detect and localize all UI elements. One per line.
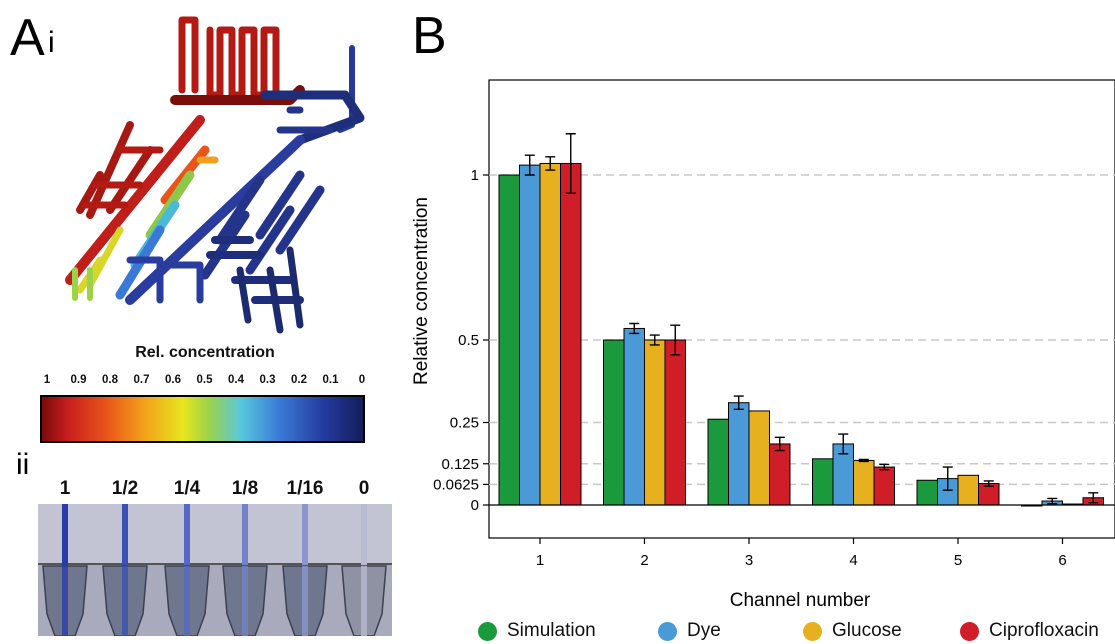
y-tick-label: 0.5: [458, 332, 479, 349]
error-bar: [1088, 492, 1099, 504]
bar-glucose-ch3: [748, 410, 770, 506]
bar-glucose-ch2: [644, 339, 666, 506]
legend-item: Ciprofloxacin: [960, 620, 1099, 642]
device-photo: [38, 504, 392, 636]
colorbar-title: Rel. concentration: [135, 344, 275, 361]
panel-label-b: B: [412, 7, 447, 65]
photo-reservoir-fill: [361, 566, 367, 636]
error-bar: [1047, 497, 1058, 505]
legend-label: Simulation: [507, 620, 596, 641]
bar-glucose-ch5: [957, 474, 979, 506]
bar-ciprofloxacin-ch4: [873, 466, 895, 506]
colorbar-tick-label: 0: [358, 374, 366, 386]
bar-simulation-ch1: [498, 174, 520, 506]
bar-simulation-ch2: [603, 339, 625, 506]
bar-dye-ch3: [728, 402, 750, 506]
error-bar: [629, 322, 640, 335]
photo-reservoir-fill: [184, 566, 190, 636]
error-bar: [942, 466, 953, 491]
colorbar-tick-label: 0.2: [291, 374, 307, 386]
colorbar-tick-label: 0.9: [70, 374, 87, 386]
error-bar: [733, 395, 744, 410]
error-bar: [670, 324, 681, 356]
photo-channel-stream: [361, 504, 367, 579]
colorbar: [40, 395, 365, 443]
dilution-label: 1: [59, 478, 71, 499]
y-tick-label: 0.0625: [433, 476, 479, 493]
photo-channel-stream: [302, 504, 308, 579]
legend-marker: [960, 621, 979, 641]
legend-item: Glucose: [803, 620, 902, 642]
bar-glucose-ch4: [853, 459, 875, 506]
error-bar: [649, 334, 660, 346]
photo-reservoir-fill: [302, 566, 308, 636]
panel-label-a: A: [10, 9, 45, 67]
y-tick-label: 0.25: [450, 415, 479, 432]
panel-label-a-ii: ii: [16, 448, 30, 481]
legend-marker: [478, 621, 497, 641]
plot-frame: [488, 79, 1115, 539]
colorbar-tick-label: 0.5: [196, 374, 213, 386]
x-tick-label: 4: [849, 552, 857, 569]
photo-channel-stream: [62, 504, 68, 579]
photo-reservoir-fill: [242, 566, 248, 636]
error-bar: [879, 463, 890, 471]
error-bar: [545, 156, 556, 171]
y-axis-label: Relative concentration: [411, 197, 432, 385]
error-bar: [858, 458, 869, 463]
y-tick-label: 0: [471, 497, 479, 514]
legend-label: Ciprofloxacin: [989, 620, 1099, 641]
x-tick-label: 3: [745, 552, 753, 569]
colorbar-tick-label: 0.4: [228, 374, 244, 386]
error-bar: [838, 433, 849, 455]
dilution-label: 1/4: [173, 478, 201, 499]
photo-channel-stream: [184, 504, 190, 579]
photo-channel-stream: [242, 504, 248, 579]
legend-item: Simulation: [478, 620, 596, 642]
photo-channel-stream: [122, 504, 128, 579]
error-bar: [983, 480, 994, 487]
legend-label: Dye: [687, 620, 721, 641]
bar-dye-ch1: [519, 164, 541, 506]
bar-ciprofloxacin-ch3: [769, 443, 791, 506]
error-bar: [524, 154, 535, 176]
x-tick-label: 6: [1058, 552, 1066, 569]
error-bar: [565, 133, 576, 194]
x-tick-label: 2: [640, 552, 648, 569]
colorbar-tick-label: 0.8: [102, 374, 118, 386]
panel-label-a-sub: i: [48, 26, 55, 59]
legend: Simulation Dye Glucose Ciprofloxacin: [478, 620, 1115, 644]
dilution-label: 1/16: [286, 478, 324, 499]
x-tick-label: 1: [536, 552, 544, 569]
x-tick-label: 5: [954, 552, 962, 569]
photo-reservoir-fill: [62, 566, 68, 636]
bar-dye-ch2: [623, 327, 645, 506]
bar-simulation-ch4: [812, 458, 834, 506]
legend-item: Dye: [658, 620, 721, 642]
colorbar-tick-label: 1: [43, 374, 51, 386]
colorbar-tick-label: 0.6: [165, 374, 181, 386]
dilution-label: 1/2: [111, 478, 139, 499]
y-tick-label: 1: [471, 167, 479, 184]
bar-ciprofloxacin-ch2: [664, 339, 686, 506]
y-tick-label: 0.125: [441, 456, 479, 473]
chip-3d-model: [65, 16, 365, 334]
error-bar: [774, 436, 785, 452]
device-photo-drawing: [38, 504, 392, 636]
x-axis-label: Channel number: [730, 590, 871, 611]
bar-ciprofloxacin-ch1: [560, 162, 582, 506]
bar-glucose-ch1: [539, 162, 561, 506]
legend-marker: [803, 621, 822, 641]
bar-simulation-ch3: [707, 418, 729, 506]
colorbar-tick-label: 0.7: [133, 374, 150, 386]
legend-marker: [658, 621, 677, 641]
legend-label: Glucose: [832, 620, 902, 641]
dilution-label: 0: [358, 478, 370, 499]
colorbar-tick-label: 0.3: [259, 374, 276, 386]
dilution-label: 1/8: [231, 478, 259, 499]
bar-simulation-ch5: [916, 479, 938, 506]
colorbar-tick-label: 0.1: [322, 374, 339, 386]
photo-reservoir-fill: [122, 566, 128, 636]
